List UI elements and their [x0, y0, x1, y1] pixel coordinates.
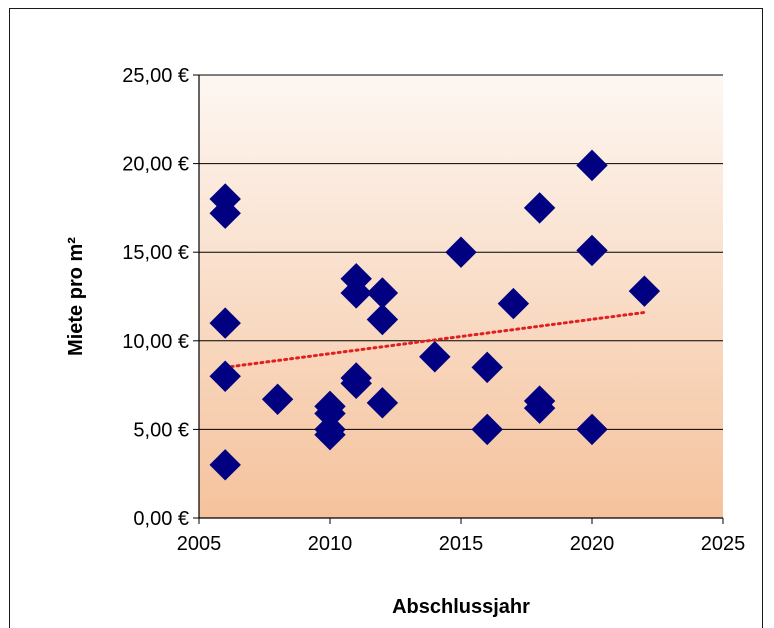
data-point-marker [261, 383, 294, 415]
y-tick-label: 25,00 € [122, 65, 189, 87]
data-point-marker [366, 387, 399, 419]
data-point-marker [471, 351, 503, 384]
y-tick-label: 15,00 € [122, 242, 189, 264]
data-point-marker [340, 367, 372, 400]
data-point-marker [471, 413, 503, 446]
y-tick-label: 20,00 € [122, 154, 189, 176]
x-tick-label: 2015 [439, 533, 484, 555]
y-tick-label: 0,00 € [133, 508, 189, 530]
data-point-marker [419, 341, 451, 373]
x-tick-label: 2025 [701, 533, 746, 555]
data-point-marker [576, 413, 608, 446]
data-point-marker [445, 236, 477, 268]
data-point-marker [340, 277, 372, 309]
data-point-marker [523, 392, 556, 424]
data-point-marker [366, 303, 399, 336]
y-axis-title: Miete pro m² [65, 237, 87, 356]
chart-frame: 0,00 € 5,00 € 10,00 € 15,00 € 20,00 € 25,00 €… [9, 8, 763, 628]
axes [193, 74, 724, 524]
y-tick-label: 5,00 € [133, 419, 189, 441]
y-tick-label: 10,00 € [122, 331, 189, 353]
data-point-marker [209, 360, 241, 392]
data-point-marker [209, 449, 241, 481]
data-point-marker [209, 197, 241, 229]
x-tick-label: 2020 [570, 533, 615, 555]
x-tick-label: 2010 [308, 533, 353, 555]
data-point-marker [497, 287, 530, 320]
trendline-layer [223, 310, 646, 369]
data-point-marker [314, 419, 346, 451]
trendline [223, 310, 646, 369]
data-point-marker [523, 192, 556, 224]
x-axis-title: Abschlussjahr [392, 596, 530, 618]
data-point-marker [209, 307, 241, 339]
data-point-marker [628, 275, 661, 307]
data-point-marker [576, 234, 608, 267]
scatter-chart: 0,00 € 5,00 € 10,00 € 15,00 € 20,00 € 25,00 €… [65, 65, 745, 618]
x-tick-label: 2005 [177, 533, 222, 555]
data-points [209, 149, 661, 481]
data-point-marker [576, 149, 608, 182]
tick-labels: 0,00 € 5,00 € 10,00 € 15,00 € 20,00 € 25,00 €… [122, 65, 745, 555]
